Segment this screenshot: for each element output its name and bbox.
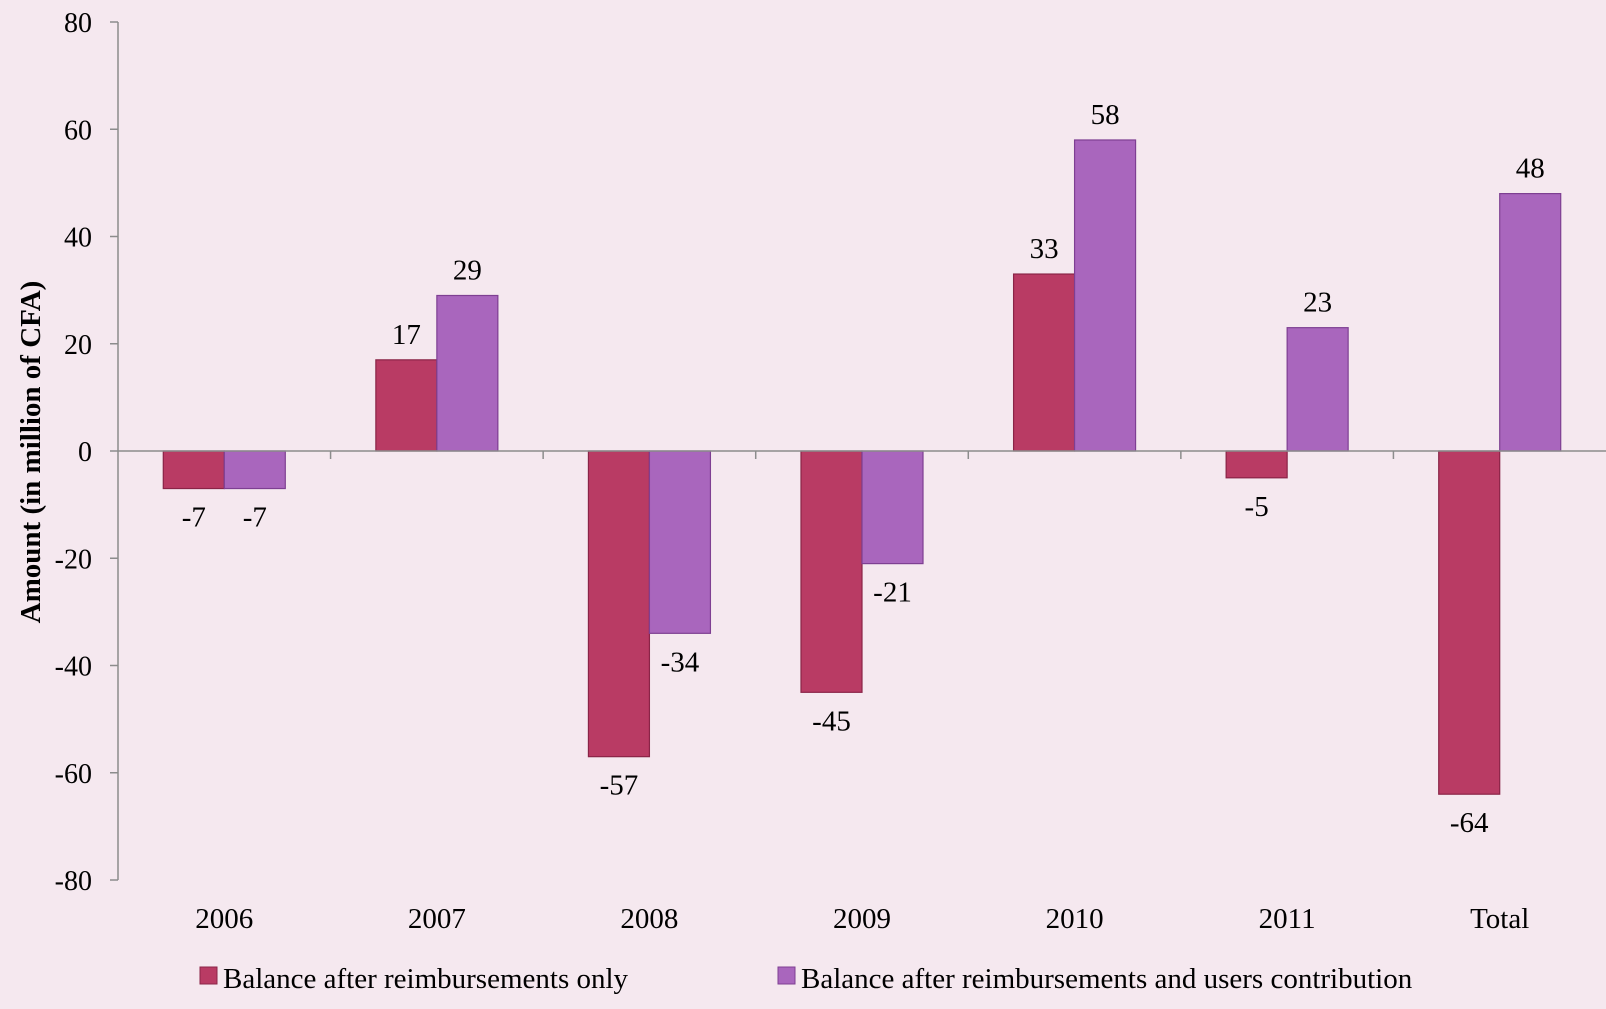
x-tick-label: 2011 (1259, 903, 1316, 935)
bar-reimbursements-only-2010 (1012, 273, 1076, 452)
x-tick-label: 2008 (620, 903, 678, 935)
bar-with-users-contribution-2011 (1286, 327, 1349, 452)
data-label: -34 (661, 646, 700, 678)
x-tick-label: 2007 (408, 903, 466, 935)
bar-with-users-contribution-2010 (1073, 139, 1137, 452)
bar-reimbursements-only-2006 (162, 450, 225, 490)
y-tick-label: -60 (55, 759, 92, 790)
x-tick-label: 2009 (833, 903, 891, 935)
data-label: 29 (453, 254, 482, 286)
data-label: 48 (1516, 153, 1545, 185)
y-tick-label: -40 (55, 652, 92, 683)
legend-swatch (777, 966, 796, 985)
bar-with-users-contribution-2009 (861, 450, 924, 565)
bar-with-users-contribution-Total (1499, 193, 1562, 452)
bar-reimbursements-only-2011 (1225, 450, 1288, 479)
x-tick-label: 2010 (1046, 903, 1104, 935)
y-tick-label: 20 (64, 330, 92, 361)
bar-with-users-contribution-2006 (223, 450, 286, 490)
bar-with-users-contribution-2007 (436, 294, 499, 452)
bar-reimbursements-only-2007 (375, 359, 438, 452)
bar-reimbursements-only-2008 (587, 450, 651, 758)
data-label: -57 (600, 770, 639, 802)
data-label: -7 (243, 502, 267, 534)
data-label: 58 (1091, 99, 1120, 131)
data-label: -45 (812, 705, 851, 737)
data-label: 17 (392, 319, 421, 351)
x-tick-label: 2006 (195, 903, 253, 935)
y-tick-label: 0 (78, 437, 92, 468)
legend-label: Balance after reimbursements and users c… (801, 963, 1413, 995)
data-label: -5 (1245, 491, 1269, 523)
data-label: -64 (1450, 807, 1489, 839)
data-label: -21 (873, 577, 912, 609)
y-tick-label: 60 (64, 115, 92, 146)
y-tick-label: -20 (55, 544, 92, 575)
legend-swatch (199, 966, 218, 985)
bar-reimbursements-only-Total (1438, 450, 1501, 795)
bar-with-users-contribution-2008 (648, 450, 712, 634)
data-label: -7 (182, 502, 206, 534)
y-tick-label: 40 (64, 223, 92, 254)
y-axis-title: Amount (in million of CFA) (15, 281, 47, 624)
data-label: 33 (1030, 233, 1059, 265)
y-tick-label: -80 (55, 866, 92, 897)
data-label: 23 (1303, 287, 1332, 319)
legend-label: Balance after reimbursements only (223, 963, 629, 995)
x-tick-label: Total (1470, 903, 1529, 935)
bar-reimbursements-only-2009 (800, 450, 863, 693)
y-tick-label: 80 (64, 8, 92, 39)
